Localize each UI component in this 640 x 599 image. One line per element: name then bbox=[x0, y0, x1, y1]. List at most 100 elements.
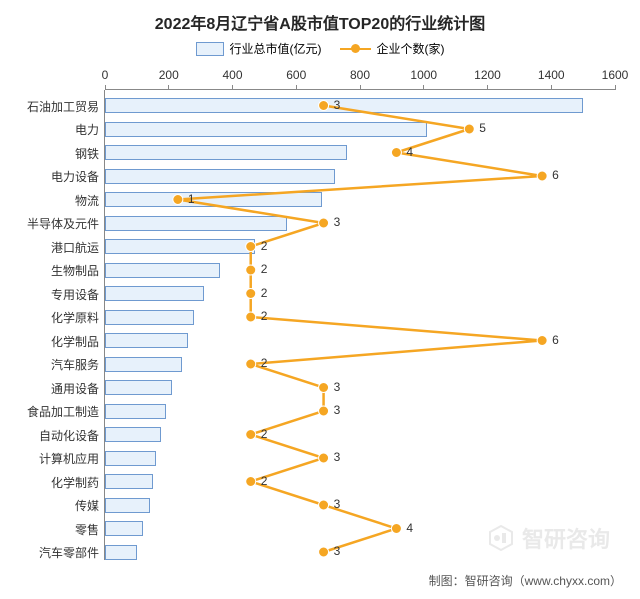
line-marker bbox=[246, 265, 256, 275]
bar bbox=[105, 333, 188, 348]
y-axis bbox=[104, 90, 105, 560]
line-marker bbox=[537, 171, 547, 181]
line-marker bbox=[319, 218, 329, 228]
line-value-label: 2 bbox=[261, 309, 268, 323]
x-tick bbox=[423, 85, 424, 90]
line-marker bbox=[464, 124, 474, 134]
category-label: 化学原料 bbox=[51, 309, 99, 326]
x-tick bbox=[487, 85, 488, 90]
category-label: 石油加工贸易 bbox=[27, 98, 99, 115]
category-label: 化学制药 bbox=[51, 474, 99, 491]
bar bbox=[105, 498, 150, 513]
bar bbox=[105, 239, 255, 254]
credit-text: 制图：智研咨询（www.chyxx.com） bbox=[429, 572, 622, 589]
category-label: 计算机应用 bbox=[39, 450, 99, 467]
x-tick bbox=[551, 85, 552, 90]
bar bbox=[105, 169, 335, 184]
line-marker bbox=[319, 406, 329, 416]
bar bbox=[105, 310, 194, 325]
line-marker bbox=[246, 312, 256, 322]
line-value-label: 3 bbox=[334, 450, 341, 464]
bar bbox=[105, 192, 322, 207]
line-marker bbox=[319, 383, 329, 393]
line-value-label: 2 bbox=[261, 356, 268, 370]
category-label: 电力设备 bbox=[51, 168, 99, 185]
line-marker bbox=[246, 430, 256, 440]
line-marker bbox=[391, 524, 401, 534]
line-value-label: 3 bbox=[334, 380, 341, 394]
bar bbox=[105, 145, 347, 160]
legend-bar-swatch bbox=[196, 42, 224, 56]
x-tick-label: 1200 bbox=[468, 68, 508, 82]
line-value-label: 3 bbox=[334, 215, 341, 229]
line-value-label: 2 bbox=[261, 474, 268, 488]
line-series bbox=[105, 90, 615, 560]
bar bbox=[105, 545, 137, 560]
x-tick bbox=[232, 85, 233, 90]
line-value-label: 3 bbox=[334, 403, 341, 417]
bar bbox=[105, 263, 220, 278]
line-value-label: 5 bbox=[479, 121, 486, 135]
legend-bar-label: 行业总市值(亿元) bbox=[230, 40, 322, 57]
watermark: 智研咨询 bbox=[486, 522, 610, 554]
chart-title: 2022年8月辽宁省A股市值TOP20的行业统计图 bbox=[0, 10, 640, 34]
line-value-label: 1 bbox=[188, 192, 195, 206]
legend-item-bar: 行业总市值(亿元) bbox=[196, 40, 322, 57]
x-tick-label: 0 bbox=[85, 68, 125, 82]
line-value-label: 2 bbox=[261, 262, 268, 276]
x-tick-label: 400 bbox=[213, 68, 253, 82]
legend-item-line: 企业个数(家) bbox=[340, 40, 445, 57]
category-label: 传媒 bbox=[75, 497, 99, 514]
x-tick-label: 1600 bbox=[595, 68, 635, 82]
line-value-label: 2 bbox=[261, 239, 268, 253]
watermark-text: 智研咨询 bbox=[522, 522, 610, 554]
x-tick-label: 1400 bbox=[531, 68, 571, 82]
category-label: 专用设备 bbox=[51, 286, 99, 303]
category-label: 化学制品 bbox=[51, 333, 99, 350]
line-value-label: 6 bbox=[552, 333, 559, 347]
plot-area: 0200400600800100012001400160035461322226… bbox=[105, 90, 615, 560]
x-tick bbox=[615, 85, 616, 90]
legend: 行业总市值(亿元) 企业个数(家) bbox=[0, 40, 640, 57]
line-marker bbox=[246, 359, 256, 369]
bar bbox=[105, 451, 156, 466]
line-value-label: 4 bbox=[406, 145, 413, 159]
chart-root: 2022年8月辽宁省A股市值TOP20的行业统计图行业总市值(亿元) 企业个数(家… bbox=[0, 0, 640, 599]
bar bbox=[105, 521, 143, 536]
x-tick-label: 1000 bbox=[404, 68, 444, 82]
line-value-label: 4 bbox=[406, 521, 413, 535]
category-label: 通用设备 bbox=[51, 380, 99, 397]
category-label: 自动化设备 bbox=[39, 427, 99, 444]
category-label: 汽车服务 bbox=[51, 356, 99, 373]
category-label: 汽车零部件 bbox=[39, 544, 99, 561]
line-marker bbox=[246, 477, 256, 487]
bar bbox=[105, 404, 166, 419]
line-value-label: 2 bbox=[261, 427, 268, 441]
category-label: 食品加工制造 bbox=[27, 403, 99, 420]
x-tick-label: 800 bbox=[340, 68, 380, 82]
line-marker bbox=[319, 500, 329, 510]
category-label: 生物制品 bbox=[51, 262, 99, 279]
line-value-label: 3 bbox=[334, 497, 341, 511]
line-marker bbox=[537, 336, 547, 346]
bar bbox=[105, 427, 161, 442]
category-label: 港口航运 bbox=[51, 239, 99, 256]
line-value-label: 3 bbox=[334, 544, 341, 558]
category-label: 物流 bbox=[75, 192, 99, 209]
category-label: 零售 bbox=[75, 521, 99, 538]
line-value-label: 2 bbox=[261, 286, 268, 300]
category-label: 电力 bbox=[75, 121, 99, 138]
line-marker bbox=[246, 289, 256, 299]
bar bbox=[105, 380, 172, 395]
bar bbox=[105, 98, 583, 113]
bar bbox=[105, 286, 204, 301]
x-tick bbox=[360, 85, 361, 90]
legend-line-swatch bbox=[340, 44, 371, 53]
bar bbox=[105, 474, 153, 489]
line-value-label: 6 bbox=[552, 168, 559, 182]
bar bbox=[105, 357, 182, 372]
bar bbox=[105, 216, 287, 231]
x-tick-label: 200 bbox=[149, 68, 189, 82]
line-value-label: 3 bbox=[334, 98, 341, 112]
watermark-icon bbox=[486, 523, 516, 553]
